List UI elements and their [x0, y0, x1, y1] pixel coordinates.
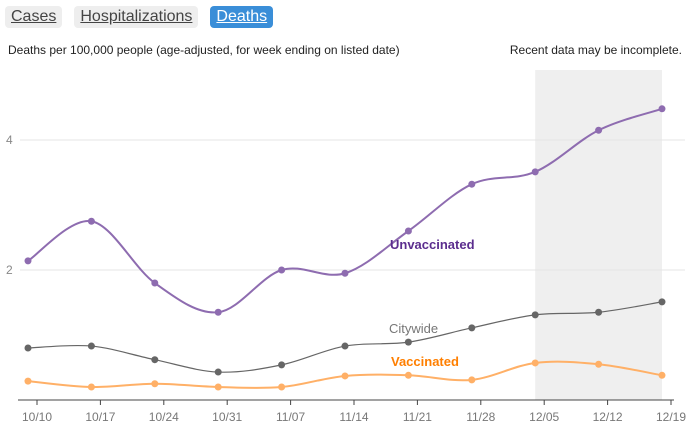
chart-subtitle: Deaths per 100,000 people (age-adjusted,… [8, 43, 400, 57]
vaccinated-point [658, 371, 666, 379]
vaccinated-point [87, 383, 95, 391]
vaccinated-point [151, 380, 159, 388]
y-tick-label: 4 [6, 133, 13, 147]
tab-deaths[interactable]: Deaths [210, 6, 274, 28]
unvaccinated-point [214, 308, 222, 316]
citywide-label: Citywide [389, 321, 438, 336]
vaccinated-point [595, 360, 603, 368]
x-tick-label: 11/07 [276, 410, 305, 424]
x-tick-label: 11/21 [403, 410, 432, 424]
unvaccinated-point [278, 266, 286, 274]
x-tick-label: 12/12 [593, 410, 623, 424]
vaccinated-point [341, 372, 349, 380]
citywide-point [404, 338, 412, 346]
vaccinated-point [404, 371, 412, 379]
unvaccinated-point [595, 126, 603, 134]
unvaccinated-point [151, 279, 159, 287]
vaccinated-point [278, 383, 286, 391]
x-tick-label: 10/10 [22, 410, 52, 424]
citywide-point [278, 361, 286, 369]
unvaccinated-point [87, 217, 95, 225]
unvaccinated-line [27, 107, 663, 314]
vaccinated-point [214, 383, 222, 391]
citywide-point [468, 324, 476, 332]
vaccinated-point [468, 376, 476, 384]
vaccinated-point [24, 377, 32, 385]
x-tick-label: 10/24 [149, 410, 179, 424]
citywide-point [658, 298, 666, 306]
incomplete-data-shade [535, 70, 662, 400]
unvaccinated-point [24, 257, 32, 265]
vaccinated-label: Vaccinated [391, 354, 459, 369]
vaccinated-point [531, 359, 539, 367]
citywide-point [214, 368, 222, 376]
x-tick-label: 10/17 [85, 410, 115, 424]
x-tick-label: 12/05 [529, 410, 559, 424]
tab-hospitalizations[interactable]: Hospitalizations [74, 6, 199, 28]
citywide-point [341, 342, 349, 350]
x-tick-label: 12/19 [656, 410, 686, 424]
tab-cases[interactable]: Cases [5, 6, 63, 28]
citywide-point [87, 342, 95, 350]
unvaccinated-point [468, 180, 476, 188]
unvaccinated-point [531, 168, 539, 176]
unvaccinated-point [404, 227, 412, 235]
incomplete-note: Recent data may be incomplete. [509, 43, 682, 57]
citywide-point [24, 344, 32, 352]
citywide-point [595, 308, 603, 316]
y-tick-label: 2 [6, 263, 13, 277]
x-tick-label: 11/14 [339, 410, 368, 424]
unvaccinated-point [658, 105, 666, 113]
citywide-point [151, 356, 159, 364]
x-tick-label: 11/28 [466, 410, 495, 424]
x-tick-label: 10/31 [212, 410, 242, 424]
citywide-point [531, 311, 539, 319]
unvaccinated-point [341, 269, 349, 277]
unvaccinated-label: Unvaccinated [390, 237, 475, 252]
